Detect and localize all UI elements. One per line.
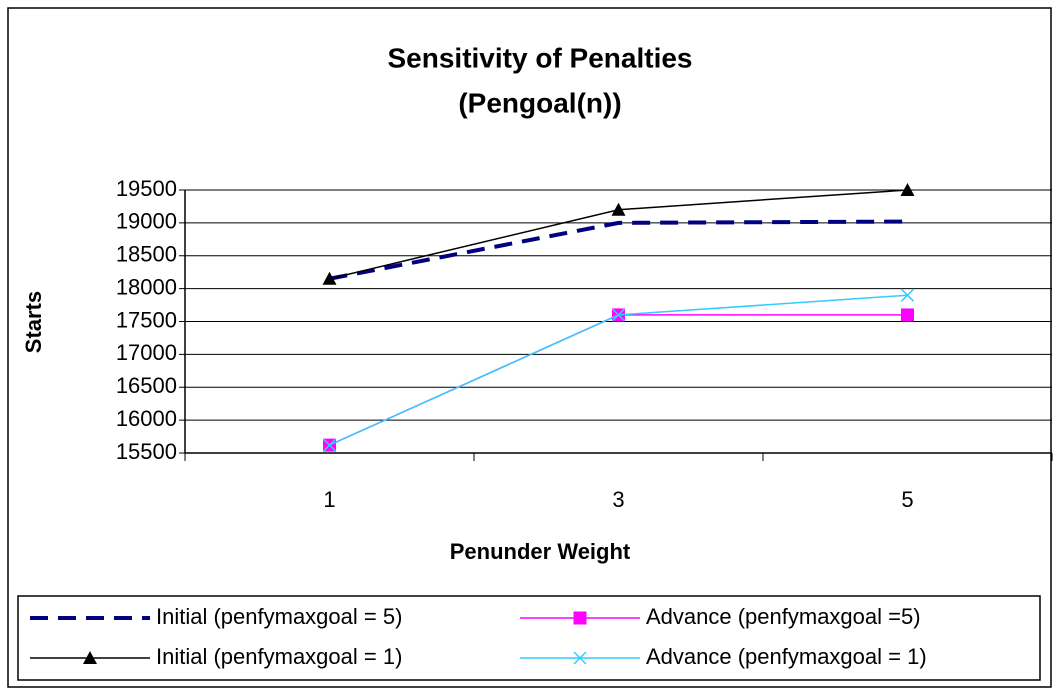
marker (900, 183, 915, 196)
y-tick-label: 18500 (116, 242, 177, 267)
y-tick-label: 17000 (116, 340, 177, 365)
y-tick-label: 18000 (116, 274, 177, 299)
marker (573, 611, 587, 625)
y-tick-label: 17500 (116, 307, 177, 332)
legend-label: Advance (penfymaxgoal =5) (646, 604, 921, 629)
y-tick-label: 16500 (116, 373, 177, 398)
legend-label: Initial (penfymaxgoal = 5) (156, 604, 402, 629)
chart-title: (Pengoal(n)) (458, 87, 621, 118)
x-tick-label: 5 (901, 487, 913, 512)
marker (322, 438, 337, 452)
legend-label: Advance (penfymaxgoal = 1) (646, 644, 927, 669)
marker (83, 651, 97, 664)
series-line (329, 219, 908, 281)
chart-border (7, 7, 1052, 688)
y-tick-label: 19000 (116, 209, 177, 234)
marker (611, 202, 626, 216)
marker (322, 271, 337, 285)
x-axis-label: Penunder Weight (450, 539, 631, 564)
x-tick-label: 1 (323, 487, 335, 512)
legend-label: Initial (penfymaxgoal = 1) (156, 644, 402, 669)
marker (573, 651, 587, 665)
legend-box (17, 595, 1041, 681)
chart-title: Sensitivity of Penalties (388, 42, 693, 73)
marker (901, 308, 914, 322)
marker (611, 308, 626, 322)
y-axis-label: Starts (21, 291, 46, 353)
y-tick-label: 19500 (116, 176, 177, 201)
marker (900, 288, 915, 302)
x-tick-label: 3 (612, 487, 624, 512)
y-tick-label: 16000 (116, 406, 177, 431)
y-tick-label: 15500 (116, 439, 177, 464)
